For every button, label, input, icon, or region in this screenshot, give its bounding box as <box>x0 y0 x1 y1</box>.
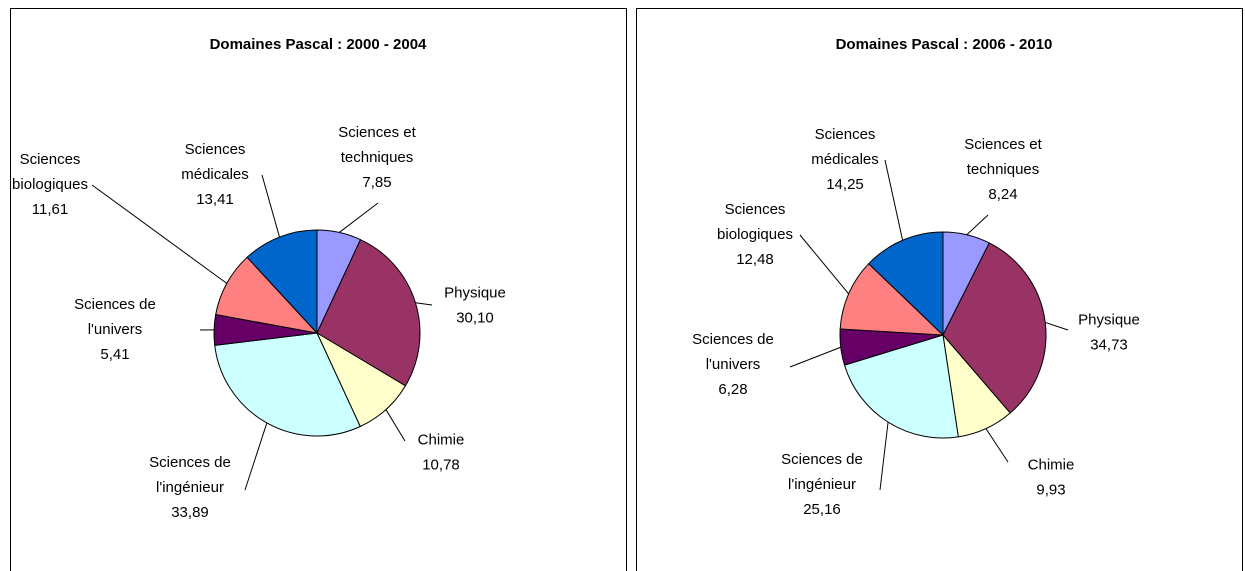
category-label: Sciences de l'ingénieur <box>781 451 863 493</box>
category-label: Chimie <box>1028 456 1075 473</box>
value-label: 11,61 <box>32 201 68 218</box>
value-label: 34,73 <box>1090 336 1128 353</box>
value-label: 7,85 <box>362 174 391 191</box>
category-label: Sciences et techniques <box>964 136 1042 178</box>
category-label: Sciences et techniques <box>338 124 416 166</box>
category-label: Physique <box>1078 311 1140 328</box>
category-label: Physique <box>444 284 506 301</box>
category-label: Sciences de l'univers <box>692 331 774 373</box>
leader-line <box>244 422 268 491</box>
pie-slice <box>942 242 1047 414</box>
value-label: 13,41 <box>196 191 234 208</box>
value-label: 30,10 <box>456 309 494 326</box>
leader-line <box>966 214 989 236</box>
value-label: 12,48 <box>736 251 774 268</box>
leader-line <box>415 302 433 306</box>
category-label: Sciences médicales <box>181 141 249 183</box>
value-label: 33,89 <box>171 504 209 521</box>
leader-line <box>338 202 379 233</box>
value-label: 10,78 <box>422 456 460 473</box>
value-label: 25,16 <box>803 501 841 518</box>
category-label: Sciences médicales <box>811 126 879 168</box>
chart-title: Domaines Pascal : 2006 - 2010 <box>836 36 1053 53</box>
leader-line <box>879 422 889 491</box>
leader-line <box>91 184 228 284</box>
pie-slice <box>839 262 945 336</box>
value-label: 5,41 <box>100 346 129 363</box>
pie-slice <box>246 229 318 335</box>
leader-line <box>261 174 280 238</box>
pie-slice <box>214 332 361 437</box>
pie-slice <box>316 238 421 387</box>
leader-line <box>799 234 849 295</box>
category-label: Sciences de l'univers <box>74 296 156 338</box>
value-label: 14,25 <box>826 176 864 193</box>
category-label: Sciences biologiques <box>717 201 793 243</box>
value-label: 9,93 <box>1036 481 1065 498</box>
category-label: Sciences de l'ingénieur <box>149 454 231 496</box>
category-label: Sciences biologiques <box>12 151 88 193</box>
category-label: Chimie <box>418 431 465 448</box>
pie-slice <box>867 231 944 337</box>
leader-line <box>385 409 406 442</box>
leader-line <box>789 346 841 368</box>
leader-line <box>884 159 904 241</box>
leader-line <box>1045 321 1069 331</box>
value-label: 8,24 <box>988 186 1017 203</box>
chart-title: Domaines Pascal : 2000 - 2004 <box>210 36 427 53</box>
leader-line <box>985 428 1009 463</box>
value-label: 6,28 <box>718 381 747 398</box>
